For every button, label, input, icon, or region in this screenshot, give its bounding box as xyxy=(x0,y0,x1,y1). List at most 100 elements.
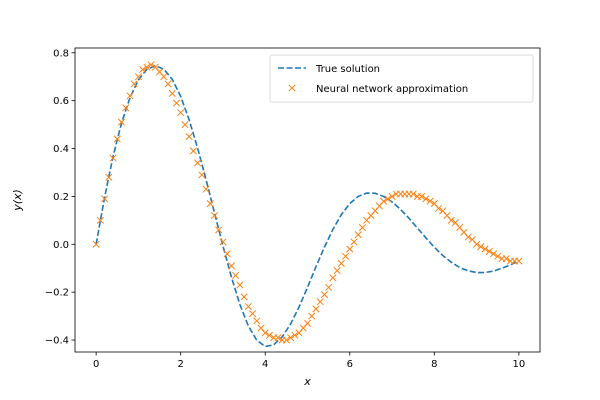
data-point xyxy=(248,310,257,318)
data-point xyxy=(341,252,350,260)
data-point xyxy=(303,319,312,327)
data-point xyxy=(117,118,126,126)
data-point xyxy=(320,290,328,299)
data-point xyxy=(206,200,214,208)
data-point xyxy=(215,226,223,234)
data-point xyxy=(502,255,510,263)
data-point xyxy=(384,195,392,203)
data-point xyxy=(223,250,231,258)
data-point xyxy=(143,63,151,71)
data-point xyxy=(253,317,261,325)
data-point xyxy=(189,147,197,155)
data-point xyxy=(422,195,430,203)
x-tick-label: 10 xyxy=(512,359,525,370)
data-point xyxy=(181,121,189,129)
legend-swatch-nn-approximation xyxy=(288,84,296,92)
data-point xyxy=(134,73,142,81)
data-point xyxy=(282,336,290,344)
data-point xyxy=(92,240,100,248)
data-point xyxy=(489,250,498,258)
data-point xyxy=(325,283,333,291)
axes: 0 2 4 6 8 10 −0.4 −0.2 0.0 0.2 0.4 0.6 0.8 x y(x) xyxy=(11,47,541,388)
data-point xyxy=(105,173,113,181)
data-point xyxy=(308,312,316,320)
data-point xyxy=(291,331,299,339)
data-point xyxy=(350,238,358,246)
y-tick-label: 0.4 xyxy=(53,144,69,155)
y-tick-label: 0.6 xyxy=(53,96,69,107)
legend-box xyxy=(269,54,534,103)
data-point xyxy=(434,204,443,212)
data-point xyxy=(354,231,362,239)
data-point xyxy=(96,216,104,224)
data-point xyxy=(473,240,481,248)
data-point xyxy=(147,61,155,69)
data-point xyxy=(481,245,489,253)
data-point xyxy=(219,238,227,246)
y-tick-label: 0.2 xyxy=(53,192,69,203)
data-point xyxy=(333,267,341,275)
x-tick-label: 8 xyxy=(431,359,437,370)
data-point xyxy=(261,329,269,337)
x-axis-label: x xyxy=(303,375,311,388)
plot-area xyxy=(92,61,523,348)
data-point xyxy=(236,281,244,289)
axes-frame xyxy=(74,47,541,353)
data-point xyxy=(164,80,172,88)
y-axis-label: y(x) xyxy=(11,189,24,212)
data-point xyxy=(337,259,345,267)
data-point xyxy=(515,257,523,265)
data-point xyxy=(464,233,472,241)
data-point xyxy=(139,65,147,74)
data-point xyxy=(202,185,210,193)
data-point xyxy=(122,104,130,112)
data-point xyxy=(177,109,185,117)
data-point xyxy=(194,159,202,167)
legend-label: Neural network approximation xyxy=(316,84,468,95)
data-point xyxy=(426,197,434,205)
data-point xyxy=(494,252,502,260)
data-point xyxy=(447,216,455,224)
series-line-true-solution xyxy=(95,64,520,348)
legend: True solution Neural network approximatio… xyxy=(269,54,534,103)
data-point xyxy=(287,334,295,342)
y-tick-label: −0.4 xyxy=(45,336,69,347)
data-point xyxy=(130,80,138,88)
data-point xyxy=(113,135,121,143)
x-tick-label: 2 xyxy=(177,359,183,370)
data-point xyxy=(198,171,206,179)
y-tick-label: 0.8 xyxy=(53,48,69,59)
data-point xyxy=(485,247,493,256)
data-point xyxy=(477,243,485,251)
data-point xyxy=(380,197,388,205)
data-point xyxy=(101,195,109,203)
data-point xyxy=(265,331,274,339)
data-point xyxy=(210,212,219,220)
data-point xyxy=(409,190,417,198)
data-point xyxy=(329,274,337,282)
data-point xyxy=(358,223,367,232)
x-tick-label: 6 xyxy=(347,359,353,370)
data-point xyxy=(232,271,240,279)
y-tick-label: −0.2 xyxy=(45,288,69,299)
data-point xyxy=(316,298,324,306)
data-point xyxy=(346,245,354,253)
data-point xyxy=(274,334,282,342)
data-point xyxy=(240,293,248,301)
x-tick-label: 4 xyxy=(262,359,268,370)
legend-label: True solution xyxy=(315,64,380,75)
data-point xyxy=(388,192,396,200)
data-point xyxy=(227,262,235,270)
data-point xyxy=(109,154,117,162)
data-point xyxy=(312,305,320,313)
data-point xyxy=(418,192,426,200)
data-point xyxy=(168,89,176,98)
data-point xyxy=(244,302,252,311)
data-point xyxy=(172,99,181,107)
data-point xyxy=(126,92,134,100)
data-point xyxy=(185,133,193,141)
x-tick-label: 0 xyxy=(93,359,99,370)
data-point xyxy=(160,73,168,81)
y-tick-label: 0.0 xyxy=(53,240,69,251)
